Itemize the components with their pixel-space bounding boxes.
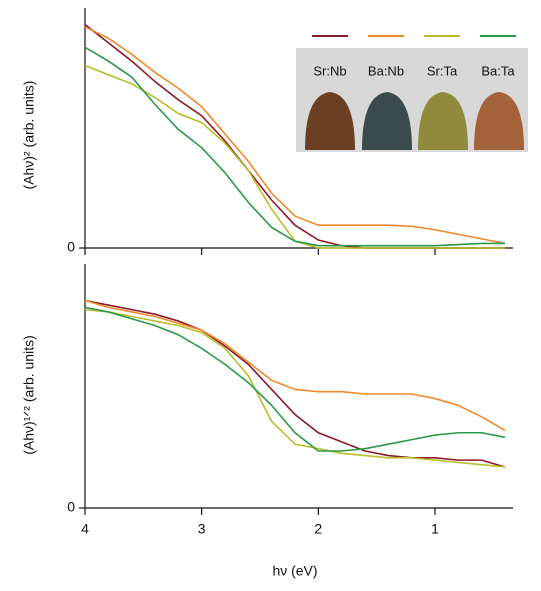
photo xyxy=(296,48,528,152)
x-tick-label: 1 xyxy=(431,521,439,537)
y-tick-label: 0 xyxy=(67,499,75,515)
series-line xyxy=(84,308,506,468)
x-tick-label: 3 xyxy=(198,521,206,537)
legend-label: Sr:Ta xyxy=(427,63,458,78)
legend-label: Ba:Ta xyxy=(481,63,515,78)
x-tick-label: 4 xyxy=(81,521,89,537)
legend-label: Ba:Nb xyxy=(368,63,404,78)
legend-label: Sr:Nb xyxy=(313,63,346,78)
y-tick-label: 0 xyxy=(67,239,75,255)
y-axis-label: (Ahν)² (arb. units) xyxy=(21,81,37,190)
y-axis-label: (Ahν)¹ᐟ² (arb. units) xyxy=(21,335,37,455)
series-line xyxy=(84,46,505,247)
series-line xyxy=(84,299,506,468)
series-line xyxy=(84,26,506,245)
x-axis-label: hν (eV) xyxy=(272,563,317,579)
series-line xyxy=(84,299,506,432)
x-tick-label: 2 xyxy=(314,521,322,537)
series-line xyxy=(84,306,506,452)
